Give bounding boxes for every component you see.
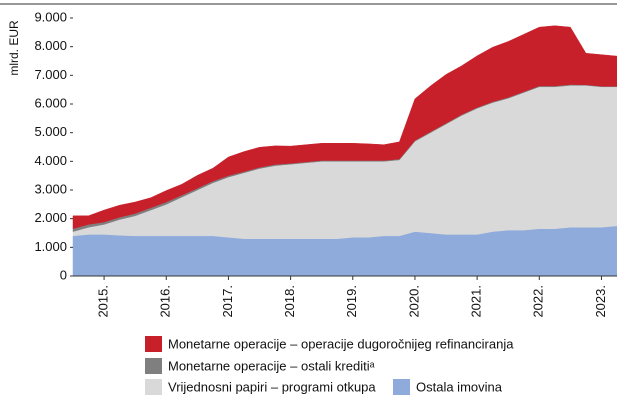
area — [72, 25, 617, 230]
y-tick-label: 2.000 — [34, 210, 67, 225]
x-tick-label: 2016. — [158, 285, 173, 318]
area — [72, 85, 617, 239]
legend-swatch — [145, 379, 162, 395]
legend-swatch — [393, 379, 410, 395]
legend-swatch — [145, 358, 162, 374]
x-tick-label: 2023. — [593, 285, 608, 318]
legend-label: Monetarne operacije – operacije dugoročn… — [168, 336, 514, 351]
x-tick-label: 2021. — [469, 285, 484, 318]
y-tick-label: 0 — [60, 267, 67, 282]
y-tick-label: 5.000 — [34, 124, 67, 139]
legend-swatch — [145, 336, 162, 352]
y-tick-label: 7.000 — [34, 67, 67, 82]
x-tick-label: 2022. — [531, 285, 546, 318]
y-tick-label: 6.000 — [34, 95, 67, 110]
y-tick-label: 4.000 — [34, 153, 67, 168]
legend-label: Monetarne operacije – ostali kreditiᵃ — [168, 358, 375, 373]
y-tick-label: 8.000 — [34, 38, 67, 53]
x-tick-label: 2019. — [344, 285, 359, 318]
legend-label: Vrijednosni papiri – programi otkupa — [168, 379, 376, 394]
x-tick-label: 2015. — [96, 285, 111, 318]
x-tick-label: 2017. — [220, 285, 235, 318]
legend-label: Ostala imovina — [416, 379, 503, 394]
y-tick-label: 9.000 — [34, 9, 67, 24]
x-tick-label: 2020. — [406, 285, 421, 318]
y-tick-label: 3.000 — [34, 181, 67, 196]
y-tick-label: 1.000 — [34, 239, 67, 254]
x-tick-label: 2018. — [282, 285, 297, 318]
y-axis-label: mlrd. EUR — [7, 20, 21, 76]
